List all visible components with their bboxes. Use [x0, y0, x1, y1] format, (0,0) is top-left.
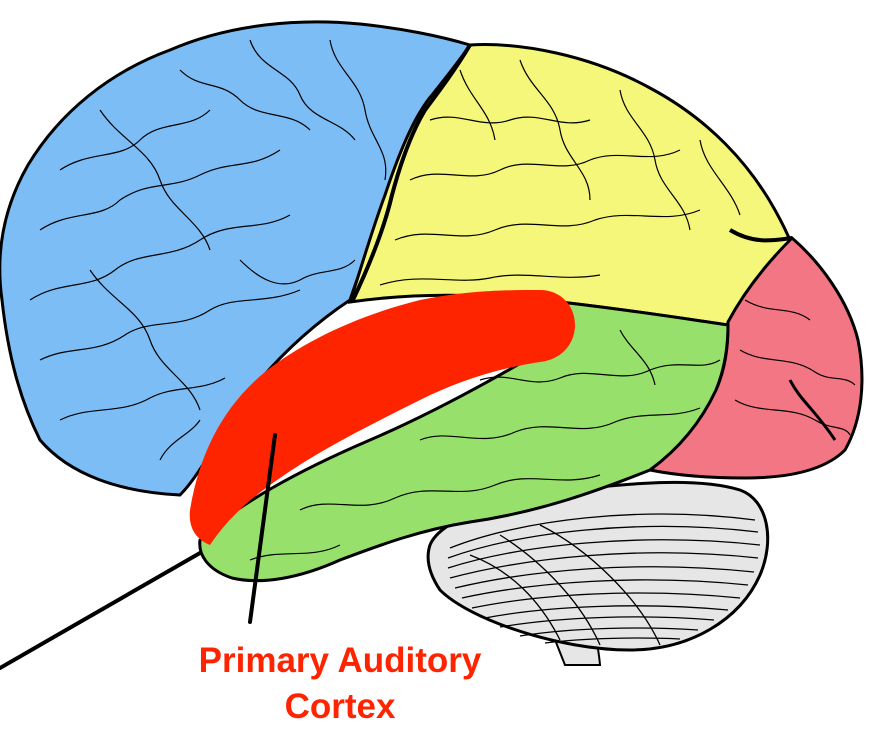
central-sulcus: [350, 43, 472, 303]
caption-line-2: Cortex: [284, 687, 396, 726]
temporal-pointer-line: [0, 551, 202, 670]
primary-auditory-cortex: [189, 290, 575, 545]
gyri-lines: [29, 39, 856, 561]
parieto-occipital-boundary: [728, 228, 793, 243]
auditory-pointer-line: [248, 433, 277, 624]
cerebellum: [426, 480, 770, 652]
caption-line-1: Primary Auditory: [198, 641, 482, 680]
temporal-lobe: [198, 300, 730, 583]
